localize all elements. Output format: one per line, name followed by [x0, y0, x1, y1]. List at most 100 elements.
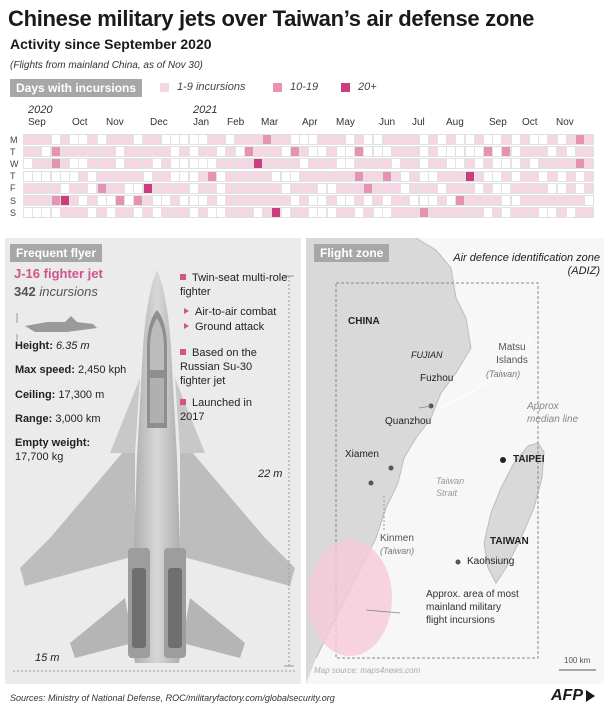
calendar-day-cell [161, 134, 171, 145]
calendar-day-cell [87, 158, 98, 170]
calendar-day-cell [50, 170, 61, 182]
calendar-day-cell [161, 146, 171, 158]
calendar-day-cell [151, 207, 162, 219]
calendar-day-cell [243, 158, 254, 170]
spec-ceiling: Ceiling: 17,300 m [15, 389, 104, 401]
calendar-day-cell [225, 134, 236, 145]
jet-strake-left [110, 378, 140, 453]
calendar-day-cell [207, 146, 217, 158]
jet-illustration [13, 270, 297, 672]
afp-logo: AFP [551, 687, 595, 705]
calendar-day-cell [197, 207, 208, 219]
quanzhou-label: Quanzhou [385, 416, 432, 427]
calendar-day-cell [565, 195, 576, 206]
calendar-day-cell [538, 182, 549, 194]
calendar-day-cell [69, 195, 79, 206]
calendar-day-cell [529, 134, 539, 145]
calendar-day-cell [243, 195, 254, 206]
calendar-day-cell [473, 195, 484, 206]
map-illustration [306, 238, 604, 684]
calendar-day-cell [400, 146, 411, 158]
calendar-day-cell [161, 195, 171, 206]
calendar-day-cell [473, 146, 484, 158]
calendar-day-cell [372, 170, 383, 182]
calendar-day-cell [483, 146, 493, 158]
calendar-day-cell [299, 207, 309, 219]
legend-low-swatch [160, 82, 169, 92]
month-label: Sep [489, 117, 507, 128]
month-label: Oct [522, 117, 538, 128]
calendar-day-cell [547, 182, 558, 194]
calendar-day-cell [427, 170, 438, 182]
calendar-day-cell [575, 146, 585, 158]
calendar-day-cell [455, 207, 466, 219]
calendar-day-cell [510, 195, 521, 206]
calendar-day-cell [501, 158, 512, 170]
calendar-day-cell [96, 158, 107, 170]
calendar-day-cell [391, 182, 401, 194]
calendar-day-cell [216, 146, 227, 158]
calendar-day-cell [381, 195, 392, 206]
legend-low-label: 1-9 incursions [177, 81, 246, 93]
calendar-day-cell [464, 158, 475, 170]
calendar-day-cell [575, 207, 585, 219]
chart-subtitle: Activity since September 2020 [10, 36, 212, 52]
feature-air-to-air-text: Air-to-air combat [195, 306, 277, 318]
calendar-day-cell [354, 146, 365, 158]
calendar-day-cell [32, 170, 43, 182]
calendar-day-cell [510, 158, 521, 170]
calendar-day-cell [455, 182, 466, 194]
calendar-day-cell [455, 146, 466, 158]
adiz-label: Air defence identification zone (ADIZ) [453, 252, 600, 277]
calendar-day-cell [289, 207, 300, 219]
calendar-day-cell [197, 134, 208, 145]
scale-label: 100 km [564, 656, 591, 665]
calendar-day-cell [501, 195, 512, 206]
calendar-day-cell [170, 170, 181, 182]
calendar-day-cell [326, 195, 337, 206]
calendar-day-cell [391, 134, 401, 145]
calendar-day-cell [151, 195, 162, 206]
calendar-day-cell [271, 195, 282, 206]
calendar-day-cell [188, 134, 199, 145]
calendar-day-cell [124, 182, 135, 194]
spec-value: 17,300 m [58, 389, 105, 401]
calendar-day-cell [142, 134, 153, 145]
calendar-day-cell [188, 182, 199, 194]
calendar-day-cell [197, 182, 208, 194]
calendar-day-cell [124, 195, 135, 206]
calendar-day-cell [529, 182, 539, 194]
jet-section-label: Frequent flyer [10, 244, 103, 262]
feature-launched-text: Launched in 2017 [180, 397, 252, 423]
calendar-day-cell [437, 207, 447, 219]
calendar-day-cell [142, 170, 153, 182]
calendar-day-cell [271, 207, 282, 219]
calendar-day-cell [418, 182, 429, 194]
calendar-day-cell [326, 146, 337, 158]
bullet-triangle-icon [184, 323, 189, 329]
calendar-day-cell [299, 158, 309, 170]
calendar-day-cell [289, 146, 300, 158]
calendar-day-cell [446, 146, 457, 158]
month-label: Aug [446, 117, 464, 128]
calendar-day-cell [418, 146, 429, 158]
calendar-day-cell [32, 182, 43, 194]
calendar-day-cell [78, 207, 89, 219]
calendar-day-cell [96, 146, 107, 158]
calendar-day-cell [308, 158, 319, 170]
calendar-day-cell [161, 170, 171, 182]
calendar-day-cell [78, 146, 89, 158]
calendar-day-cell [565, 158, 576, 170]
calendar-day-cell [32, 207, 43, 219]
spec-label: Range: [15, 413, 53, 425]
calendar-day-cell [464, 195, 475, 206]
calendar-day-cell [105, 134, 116, 145]
calendar-day-cell [78, 170, 89, 182]
bullet-square-icon [180, 399, 186, 405]
calendar-day-cell [308, 195, 319, 206]
calendar-day-cell [59, 170, 70, 182]
calendar-day-cell [565, 170, 576, 182]
calendar-day-cell [142, 182, 153, 194]
calendar-day-cell [96, 170, 107, 182]
calendar-day-cell [142, 146, 153, 158]
